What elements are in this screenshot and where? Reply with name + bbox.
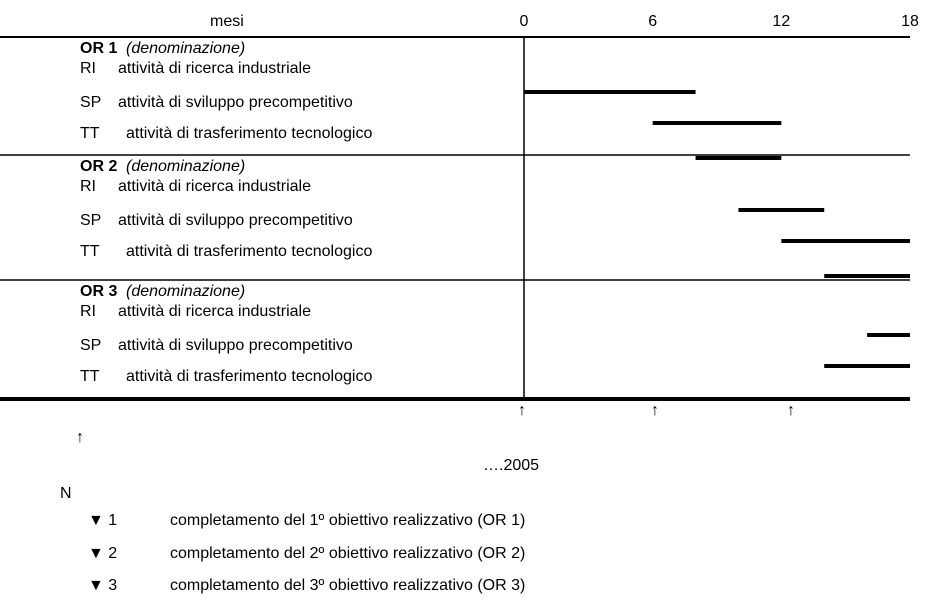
legend-text: completamento del 1º obiettivo realizzat… xyxy=(170,512,525,529)
legend-marker: ▼ 2 xyxy=(88,545,117,562)
legend-marker: ▼ 3 xyxy=(88,577,117,594)
activity-code: SP xyxy=(80,212,101,229)
milestone-arrow: ↑ xyxy=(518,402,526,419)
side-arrow: ↑ xyxy=(76,429,84,446)
activity-label: attività di trasferimento tecnologico xyxy=(126,368,372,385)
activity-label: attività di trasferimento tecnologico xyxy=(126,243,372,260)
gantt-bar xyxy=(524,90,696,94)
legend-marker: ▼ 1 xyxy=(88,512,117,529)
gantt-bar xyxy=(781,239,910,243)
section-code: OR 1 xyxy=(80,40,117,57)
activity-code: TT xyxy=(80,368,100,385)
gantt-bar xyxy=(824,274,910,278)
n-label: N xyxy=(60,485,72,502)
activity-label: attività di sviluppo precompetitivo xyxy=(118,337,353,354)
gantt-bar xyxy=(738,208,825,212)
section-code: OR 3 xyxy=(80,283,117,300)
activity-code: RI xyxy=(80,178,96,195)
milestone-arrow: ↑ xyxy=(787,402,795,419)
activity-label: attività di trasferimento tecnologico xyxy=(126,125,372,142)
milestone-arrow: ↑ xyxy=(651,402,659,419)
activity-label: attività di ricerca industriale xyxy=(118,178,311,195)
gantt-bar xyxy=(695,156,782,160)
activity-label: attività di ricerca industriale xyxy=(118,60,311,77)
gantt-bar xyxy=(652,121,782,125)
gantt-bar xyxy=(867,333,910,337)
activity-label: attività di ricerca industriale xyxy=(118,303,311,320)
activity-label: attività di sviluppo precompetitivo xyxy=(118,94,353,111)
tick-label: 18 xyxy=(901,13,919,30)
legend-text: completamento del 3º obiettivo realizzat… xyxy=(170,577,525,594)
section-name: (denominazione) xyxy=(126,40,245,57)
gantt-bar xyxy=(824,364,910,368)
activity-code: SP xyxy=(80,337,101,354)
tick-label: 0 xyxy=(520,13,529,30)
activity-label: attività di sviluppo precompetitivo xyxy=(118,212,353,229)
tick-label: 6 xyxy=(648,13,657,30)
activity-code: TT xyxy=(80,243,100,260)
activity-code: TT xyxy=(80,125,100,142)
section-code: OR 2 xyxy=(80,158,117,175)
year: ….2005 xyxy=(483,457,539,474)
legend-text: completamento del 2º obiettivo realizzat… xyxy=(170,545,525,562)
activity-code: RI xyxy=(80,60,96,77)
activity-code: SP xyxy=(80,94,101,111)
section-name: (denominazione) xyxy=(126,158,245,175)
activity-code: RI xyxy=(80,303,96,320)
section-name: (denominazione) xyxy=(126,283,245,300)
axis-label: mesi xyxy=(210,13,244,30)
tick-label: 12 xyxy=(772,13,790,30)
